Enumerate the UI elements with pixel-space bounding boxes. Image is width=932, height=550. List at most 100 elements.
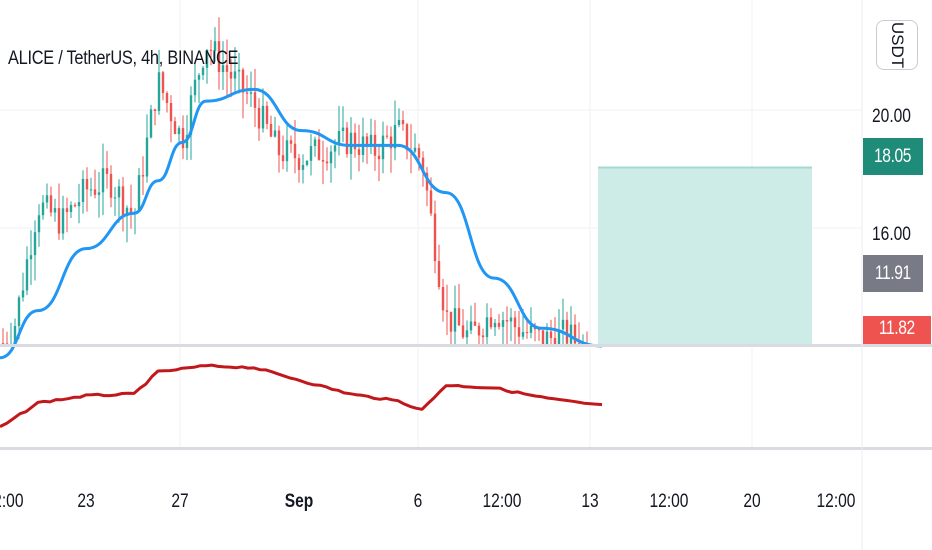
indicator-line [0,363,603,428]
candle-body [521,332,525,337]
candle-body [401,120,405,125]
time-axis-label: 12:00 [0,490,23,512]
candle-body [405,124,409,151]
time-axis-label: 23 [77,490,94,512]
candle-body [257,107,261,129]
candle-body [441,287,445,311]
time-axis-label: 6 [414,490,423,512]
candle-body [241,69,245,93]
moving-average-line [0,87,603,360]
candle-body [369,134,373,146]
candle-body [5,343,9,345]
candle-body [381,135,385,160]
candle-body [85,178,89,190]
candle-body [457,308,461,326]
candle-body [549,331,553,338]
candle-body [509,317,513,322]
candle-body [421,157,425,173]
candle-body [437,261,441,288]
candle-body [485,317,489,338]
candle-body [501,320,505,327]
candle-body [101,168,105,193]
candle-body [445,310,449,312]
time-axis-label: 13 [581,490,598,512]
candle-body [577,343,581,345]
candle-body [365,136,369,146]
candle-body [33,232,37,256]
candle-body [161,72,165,93]
candle-body [261,105,265,129]
candle-body [125,207,129,216]
price-tick-label: 20.00 [872,105,911,127]
candle-body [273,130,277,137]
candle-body [253,92,257,108]
candle-body [137,175,141,212]
candle-body [305,160,309,165]
candle-body [453,308,457,332]
candle-body [221,65,225,73]
candle-body [357,149,361,155]
candle-body [213,41,217,51]
candle-body [201,67,205,76]
candle-body [277,130,281,156]
candle-body [433,213,437,262]
candle-body [165,92,169,104]
candle-body [93,189,97,195]
candle-body [169,103,173,122]
indicator-pane-bottom-border [0,447,932,450]
candle-body [233,71,237,79]
time-axis[interactable]: 12:00 23 27 Sep 6 12:00 13 12:00 20 12:0… [0,490,855,512]
candle-body [45,195,49,203]
candle-body [141,175,145,177]
candle-body [225,65,229,72]
candle-body [301,164,305,170]
candle-body [321,159,325,162]
candle-body [425,172,429,191]
candle-body [313,139,317,147]
candle-body [317,139,321,160]
candle-body [177,128,181,135]
time-axis-label: Sep [285,490,314,512]
time-axis-label: 12:00 [483,490,522,512]
candle-body [309,146,313,161]
candle-body [329,151,333,164]
time-axis-label: 20 [743,490,760,512]
time-axis-label: 12:00 [817,490,856,512]
candle-body [61,208,65,234]
candle-body [81,178,85,202]
candle-body [505,320,509,322]
candle-body [473,321,477,326]
candle-body [293,143,297,159]
candle-body [449,311,453,332]
currency-unit-button[interactable]: USDT [876,20,918,70]
candle-body [481,335,485,338]
candle-body [557,329,561,344]
symbol-title: ALICE / TetherUS, 4h, BINANCE [8,48,239,69]
candle-body [333,145,337,152]
candle-body [109,173,113,198]
candle-body [209,49,213,51]
candle-body [497,322,501,327]
candle-body [193,79,197,96]
target-zone[interactable] [598,167,812,344]
candle-body [105,168,109,174]
candle-body [37,215,41,233]
candle-body [337,131,341,146]
candle-body [545,331,549,344]
candle-body [77,201,81,207]
candle-body [21,290,25,298]
candle-body [249,92,253,94]
candle-body [353,132,357,150]
candle-body [537,329,541,331]
price-tag-target-value: 18.05 [874,145,912,167]
candle-body [181,128,185,149]
candle-body [569,324,573,344]
candle-body [469,321,473,331]
candle-body [49,195,53,213]
candle-body [389,136,393,149]
candle-body [297,158,301,170]
price-tag-ma: 11.91 [863,255,923,292]
candle-body [325,161,329,164]
